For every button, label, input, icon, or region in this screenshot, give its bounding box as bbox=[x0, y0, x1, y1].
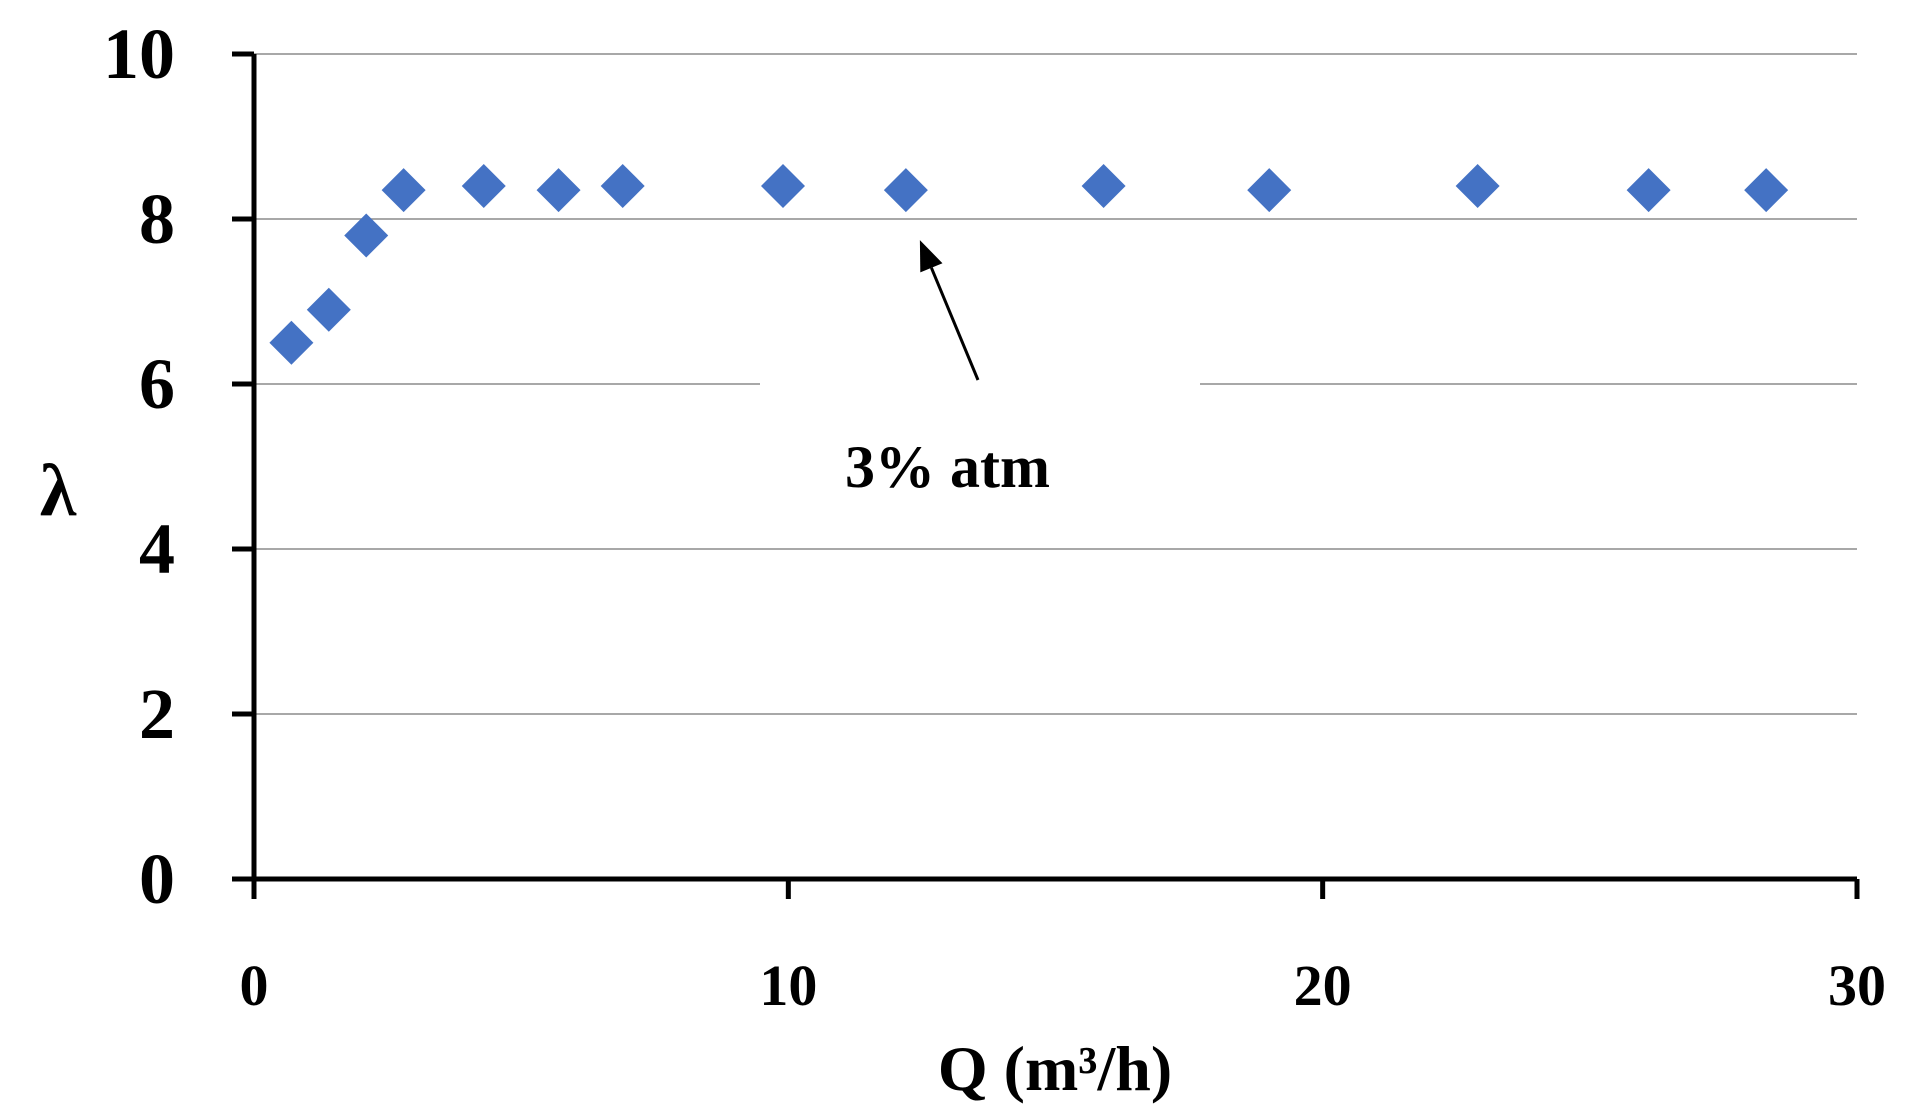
annotation-arrow-head bbox=[919, 240, 943, 273]
y-tick-label: 8 bbox=[139, 179, 175, 259]
data-point-2 bbox=[344, 213, 389, 258]
data-point-5 bbox=[536, 168, 581, 213]
annotation: 3% atm bbox=[845, 240, 1050, 500]
y-axis-ticks: 0 2 4 6 8 10 bbox=[103, 14, 254, 919]
data-point-7 bbox=[760, 164, 805, 208]
annotation-label-background bbox=[760, 362, 1200, 492]
data-point-13 bbox=[1744, 168, 1789, 213]
data-point-1 bbox=[306, 287, 351, 332]
data-point-4 bbox=[461, 164, 506, 208]
x-tick-label: 30 bbox=[1828, 953, 1886, 1018]
data-point-3 bbox=[381, 168, 426, 213]
data-point-11 bbox=[1455, 164, 1500, 208]
data-point-9 bbox=[1081, 164, 1126, 208]
data-points bbox=[269, 164, 1789, 365]
x-axis-title: Q (m³/h) bbox=[938, 1033, 1172, 1104]
y-tick-label: 6 bbox=[139, 344, 175, 424]
annotation-arrow-line bbox=[930, 267, 980, 381]
x-tick-label: 10 bbox=[759, 953, 817, 1018]
axes bbox=[232, 54, 1857, 882]
y-tick-label: 10 bbox=[103, 14, 175, 94]
data-point-6 bbox=[600, 164, 645, 208]
data-point-10 bbox=[1247, 168, 1292, 213]
x-tick-label: 20 bbox=[1294, 953, 1352, 1018]
y-tick-label: 4 bbox=[139, 509, 175, 589]
y-axis-title: λ bbox=[40, 450, 77, 532]
annotation-label: 3% atm bbox=[845, 434, 1050, 500]
y-tick-label: 2 bbox=[139, 674, 175, 754]
x-axis-ticks: 0 10 20 30 bbox=[240, 879, 1886, 1018]
y-tick-label: 0 bbox=[139, 839, 175, 919]
data-point-12 bbox=[1626, 168, 1671, 213]
x-tick-label: 0 bbox=[240, 953, 269, 1018]
data-point-0 bbox=[269, 320, 314, 365]
data-point-8 bbox=[883, 168, 928, 213]
